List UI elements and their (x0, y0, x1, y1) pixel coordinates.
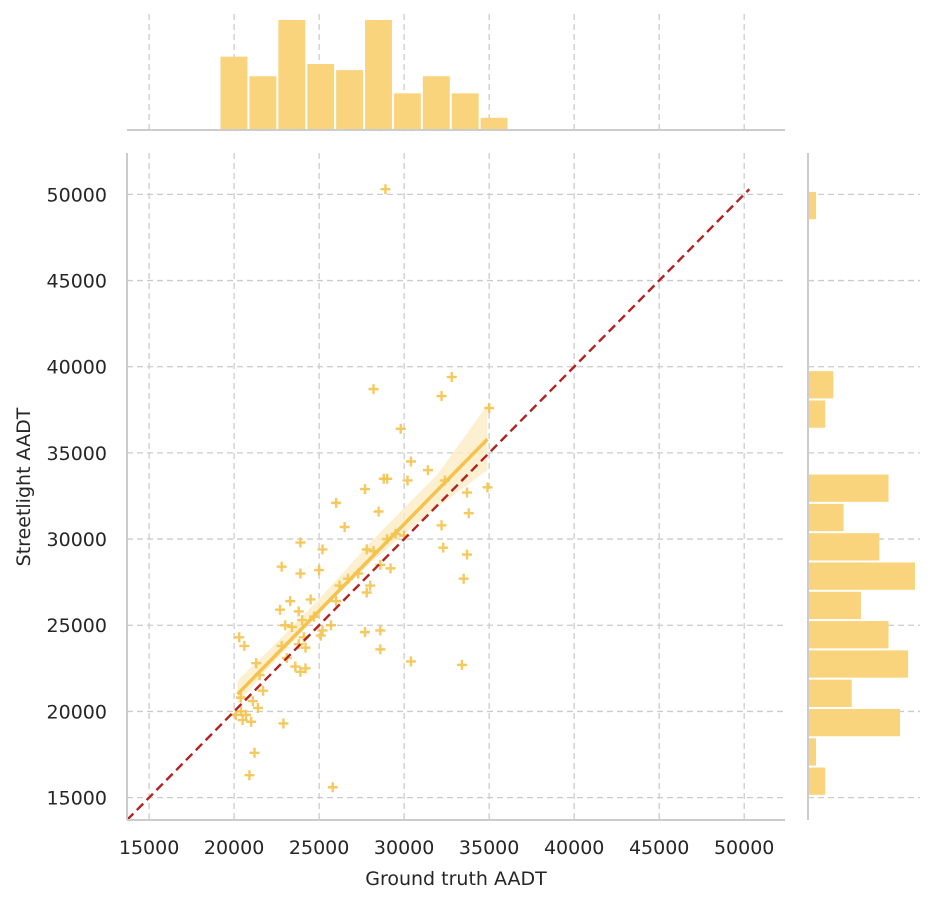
y-histogram-bar (808, 475, 889, 502)
scatter-point (438, 543, 448, 553)
x-histogram-bar (423, 76, 450, 130)
y-tick-label: 40000 (47, 357, 107, 379)
y-histogram-bar (808, 533, 879, 560)
scatter-point (239, 641, 249, 651)
x-histogram-bar (278, 20, 305, 130)
scatter-point (369, 384, 379, 394)
scatter-point (246, 717, 256, 727)
regression-line (238, 439, 488, 694)
y-tick-label: 45000 (47, 271, 107, 293)
x-tick-label: 40000 (544, 837, 604, 859)
scatter-point (314, 565, 324, 575)
scatter-point (464, 508, 474, 518)
y-histogram-bar (808, 400, 825, 427)
scatter-point (375, 625, 385, 635)
x-tick-label: 45000 (629, 837, 689, 859)
y-histogram-bar (808, 621, 889, 648)
x-tick-label: 15000 (119, 837, 179, 859)
scatter-point (306, 594, 316, 604)
y-histogram-bar (808, 371, 833, 398)
scatter-point (459, 574, 469, 584)
x-histogram-bar (249, 76, 276, 130)
scatter-point (462, 488, 472, 498)
x-histogram-bar (365, 20, 392, 130)
x-histogram-bar (394, 93, 421, 130)
y-marginal-histogram (808, 192, 915, 795)
scatter-point (447, 372, 457, 382)
x-histogram-bar (307, 64, 334, 130)
scatter-point (360, 484, 370, 494)
x-tick-labels: 15000 20000 25000 30000 35000 40000 45000 50000 (119, 837, 775, 859)
y-histogram-bar (808, 709, 900, 736)
y-histogram-bar (808, 504, 844, 531)
x-tick-label: 25000 (289, 837, 349, 859)
scatter-point (386, 563, 396, 573)
scatter-point (316, 631, 326, 641)
scatter-point (234, 632, 244, 642)
y-histogram-bar (808, 738, 816, 765)
x-tick-label: 30000 (374, 837, 434, 859)
scatter-point (295, 538, 305, 548)
scatter-point (437, 391, 447, 401)
x-tick-label: 50000 (714, 837, 774, 859)
scatter-point (294, 606, 304, 616)
x-histogram-bar (336, 70, 363, 130)
y-tick-label: 35000 (47, 443, 107, 465)
y-tick-label: 25000 (47, 615, 107, 637)
scatter-point (380, 184, 390, 194)
y-tick-label: 50000 (47, 184, 107, 206)
scatter-point (328, 782, 338, 792)
scatter-point (375, 644, 385, 654)
scatter-point (278, 718, 288, 728)
scatter-point (285, 596, 295, 606)
y-histogram-bar (808, 592, 861, 619)
x-marginal-histogram (221, 20, 508, 130)
y-histogram-bar (808, 192, 816, 219)
scatter-point (462, 550, 472, 560)
scatter-point (406, 457, 416, 467)
scatter-point (423, 465, 433, 475)
scatter-point (406, 656, 416, 666)
y-axis-label: Streetlight AADT (13, 407, 35, 566)
scatter-point (437, 520, 447, 530)
scatter-point (295, 569, 305, 579)
y-histogram-bar (808, 650, 908, 677)
scatter-point (326, 620, 336, 630)
y-tick-labels: 15000 20000 25000 30000 35000 40000 45000 50000 (47, 184, 107, 809)
scatter-point (360, 627, 370, 637)
scatter-point (374, 506, 384, 516)
x-tick-label: 35000 (459, 837, 519, 859)
x-histogram-bar (481, 118, 508, 130)
scatter-point (457, 660, 467, 670)
scatter-point (275, 605, 285, 615)
scatter-point (280, 620, 290, 630)
scatter-point (250, 748, 260, 758)
scatter-point (482, 482, 492, 492)
regression-confidence-band (238, 405, 488, 705)
scatter-point (277, 562, 287, 572)
x-axis-label: Ground truth AADT (365, 868, 547, 890)
y-tick-label: 15000 (47, 788, 107, 810)
x-histogram-bar (452, 93, 479, 130)
y-tick-label: 30000 (47, 529, 107, 551)
x-tick-label: 20000 (204, 837, 264, 859)
y-histogram-bar (808, 768, 825, 795)
scatter-point (290, 662, 300, 672)
scatter-point (331, 498, 341, 508)
y-tick-label: 20000 (47, 701, 107, 723)
scatter-point (244, 770, 254, 780)
y-histogram-bar (808, 562, 915, 589)
scatter-point (340, 522, 350, 532)
y-histogram-bar (808, 680, 852, 707)
x-histogram-bar (221, 57, 248, 130)
